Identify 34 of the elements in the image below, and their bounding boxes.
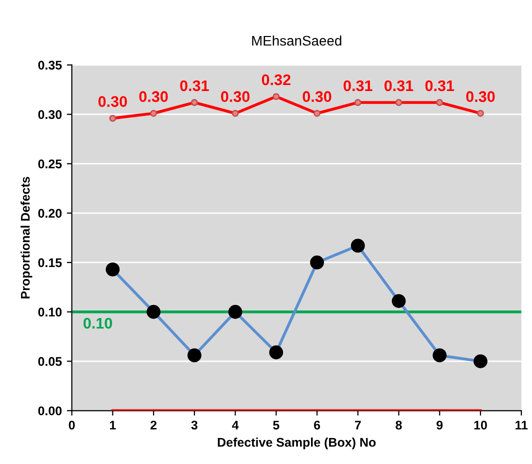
x-tick-label: 5 [273, 420, 280, 430]
data-label: 0.31 [384, 80, 414, 92]
data-label: 0.30 [221, 91, 250, 102]
y-tick-label: 0.30 [38, 110, 62, 120]
y-tick-label: 0.00 [38, 406, 62, 416]
y-tick-label: 0.20 [38, 208, 62, 218]
x-tick-label: 11 [516, 420, 528, 430]
data-label: 0.30 [139, 91, 168, 102]
chart-title: MEhsanSaeed [252, 35, 342, 46]
x-tick-label: 3 [191, 420, 198, 430]
data-label: 0.32 [262, 74, 290, 86]
x-axis-title: Defective Sample (Box) No [218, 438, 376, 450]
ref-line-label: 0.10 [84, 318, 112, 329]
y-tick-label: 0.15 [38, 258, 62, 268]
y-tick-label: 0.35 [38, 60, 62, 70]
data-label: 0.31 [180, 80, 209, 92]
data-label: 0.30 [466, 91, 495, 102]
x-tick-label: 8 [396, 420, 402, 430]
data-label: 0.30 [98, 96, 127, 107]
x-tick-label: 2 [150, 420, 157, 430]
y-tick-label: 0.05 [38, 357, 62, 366]
x-tick-label: 1 [110, 420, 116, 430]
y-tick-label: 0.25 [38, 160, 62, 168]
y-axis-title: Proportional Defects [20, 176, 32, 298]
data-label: 0.31 [425, 80, 454, 92]
y-tick-label: 0.10 [38, 308, 62, 317]
data-label: 0.30 [302, 91, 332, 102]
x-tick-label: 6 [314, 420, 320, 430]
x-tick-label: 10 [474, 420, 487, 430]
data-label: 0.31 [344, 80, 372, 92]
x-tick-label: 7 [354, 420, 361, 430]
x-tick-label: 0 [68, 420, 75, 430]
x-tick-label: 9 [436, 420, 443, 430]
x-tick-label: 4 [232, 420, 239, 430]
